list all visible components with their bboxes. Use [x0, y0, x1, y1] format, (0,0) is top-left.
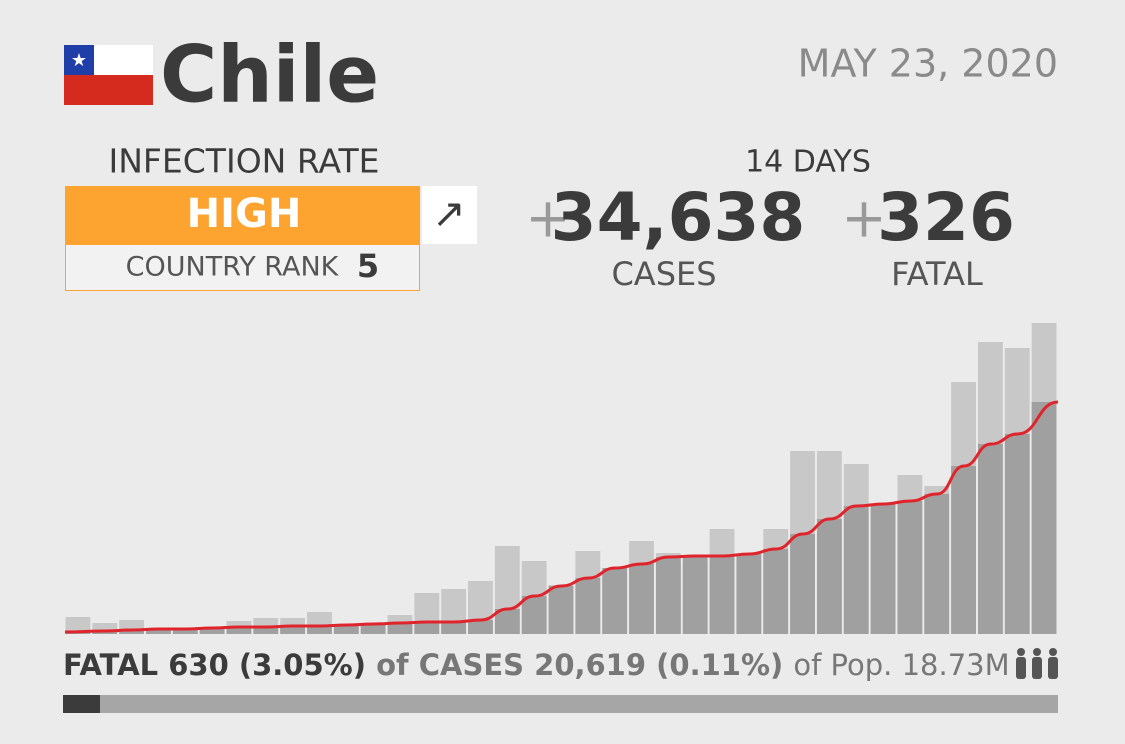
rank-box [65, 244, 420, 291]
average-bar [816, 519, 842, 634]
average-bar [897, 501, 923, 634]
average-bar [763, 549, 789, 634]
average-bar [387, 623, 413, 634]
average-bar [709, 556, 735, 634]
average-bar [226, 627, 252, 634]
average-bar [441, 622, 467, 634]
progress-track [63, 695, 1058, 713]
average-bar [548, 586, 574, 634]
cases: 34,638 [551, 179, 806, 256]
footer-cases: of CASES 20,619 (0.11%) [376, 648, 783, 682]
progress-fill [63, 695, 100, 713]
average-bar [521, 596, 547, 634]
date: MAY 23, 2020 [798, 42, 1058, 86]
average-bar [790, 534, 815, 634]
cases-sign: + [525, 187, 570, 250]
average-bar [977, 444, 1003, 634]
average-line [64, 400, 1059, 634]
average-bar [468, 620, 493, 634]
average-bar [119, 630, 145, 634]
average-bar [736, 554, 762, 634]
rank-label: COUNTRY RANK [126, 252, 340, 283]
average-bar [280, 626, 306, 634]
svg-text:★: ★ [71, 50, 87, 71]
cases-label: CASES [611, 255, 716, 293]
footer: FATAL 630 (3.05%) of CASES 20,619 (0.11%… [63, 648, 1010, 682]
average-bar [199, 628, 225, 634]
average-bar [253, 627, 279, 634]
period: 14 DAYS [745, 145, 871, 180]
average-bar [494, 609, 520, 634]
average-bar [575, 578, 601, 634]
average-bar [1004, 434, 1030, 634]
average-bar [629, 564, 654, 634]
daily-bar [92, 623, 118, 634]
average-bar [682, 556, 708, 634]
trend-box [422, 186, 477, 244]
fatal: 326 [877, 179, 1015, 256]
average-bar [172, 629, 198, 634]
rank: 5 [357, 247, 379, 285]
fatal-label: FATAL [891, 255, 983, 293]
average-bar [146, 629, 171, 634]
level: HIGH [187, 191, 302, 237]
average-bar [602, 568, 628, 634]
average-bar [1031, 402, 1057, 634]
average-bar [924, 494, 950, 634]
fatal-sign: + [841, 187, 886, 250]
country: Chile [160, 30, 379, 120]
average-bar [360, 624, 386, 634]
flag: ★ [64, 45, 153, 105]
average-bar [951, 466, 976, 634]
average-bar [414, 622, 440, 634]
footer-population: of Pop. 18.73M [793, 648, 1009, 682]
average-bar [333, 625, 359, 634]
footer-fatal: FATAL 630 (3.05%) [63, 648, 366, 682]
average-bar [843, 506, 869, 634]
chart [64, 323, 1059, 634]
average-bar [870, 504, 896, 634]
average-bar [307, 626, 332, 634]
average-bar [655, 557, 681, 634]
level-box [65, 186, 420, 244]
trend: ↗ [432, 191, 466, 237]
infection-label: INFECTION RATE [109, 142, 380, 181]
people-icon [1016, 648, 1058, 679]
daily-bar [65, 617, 91, 634]
